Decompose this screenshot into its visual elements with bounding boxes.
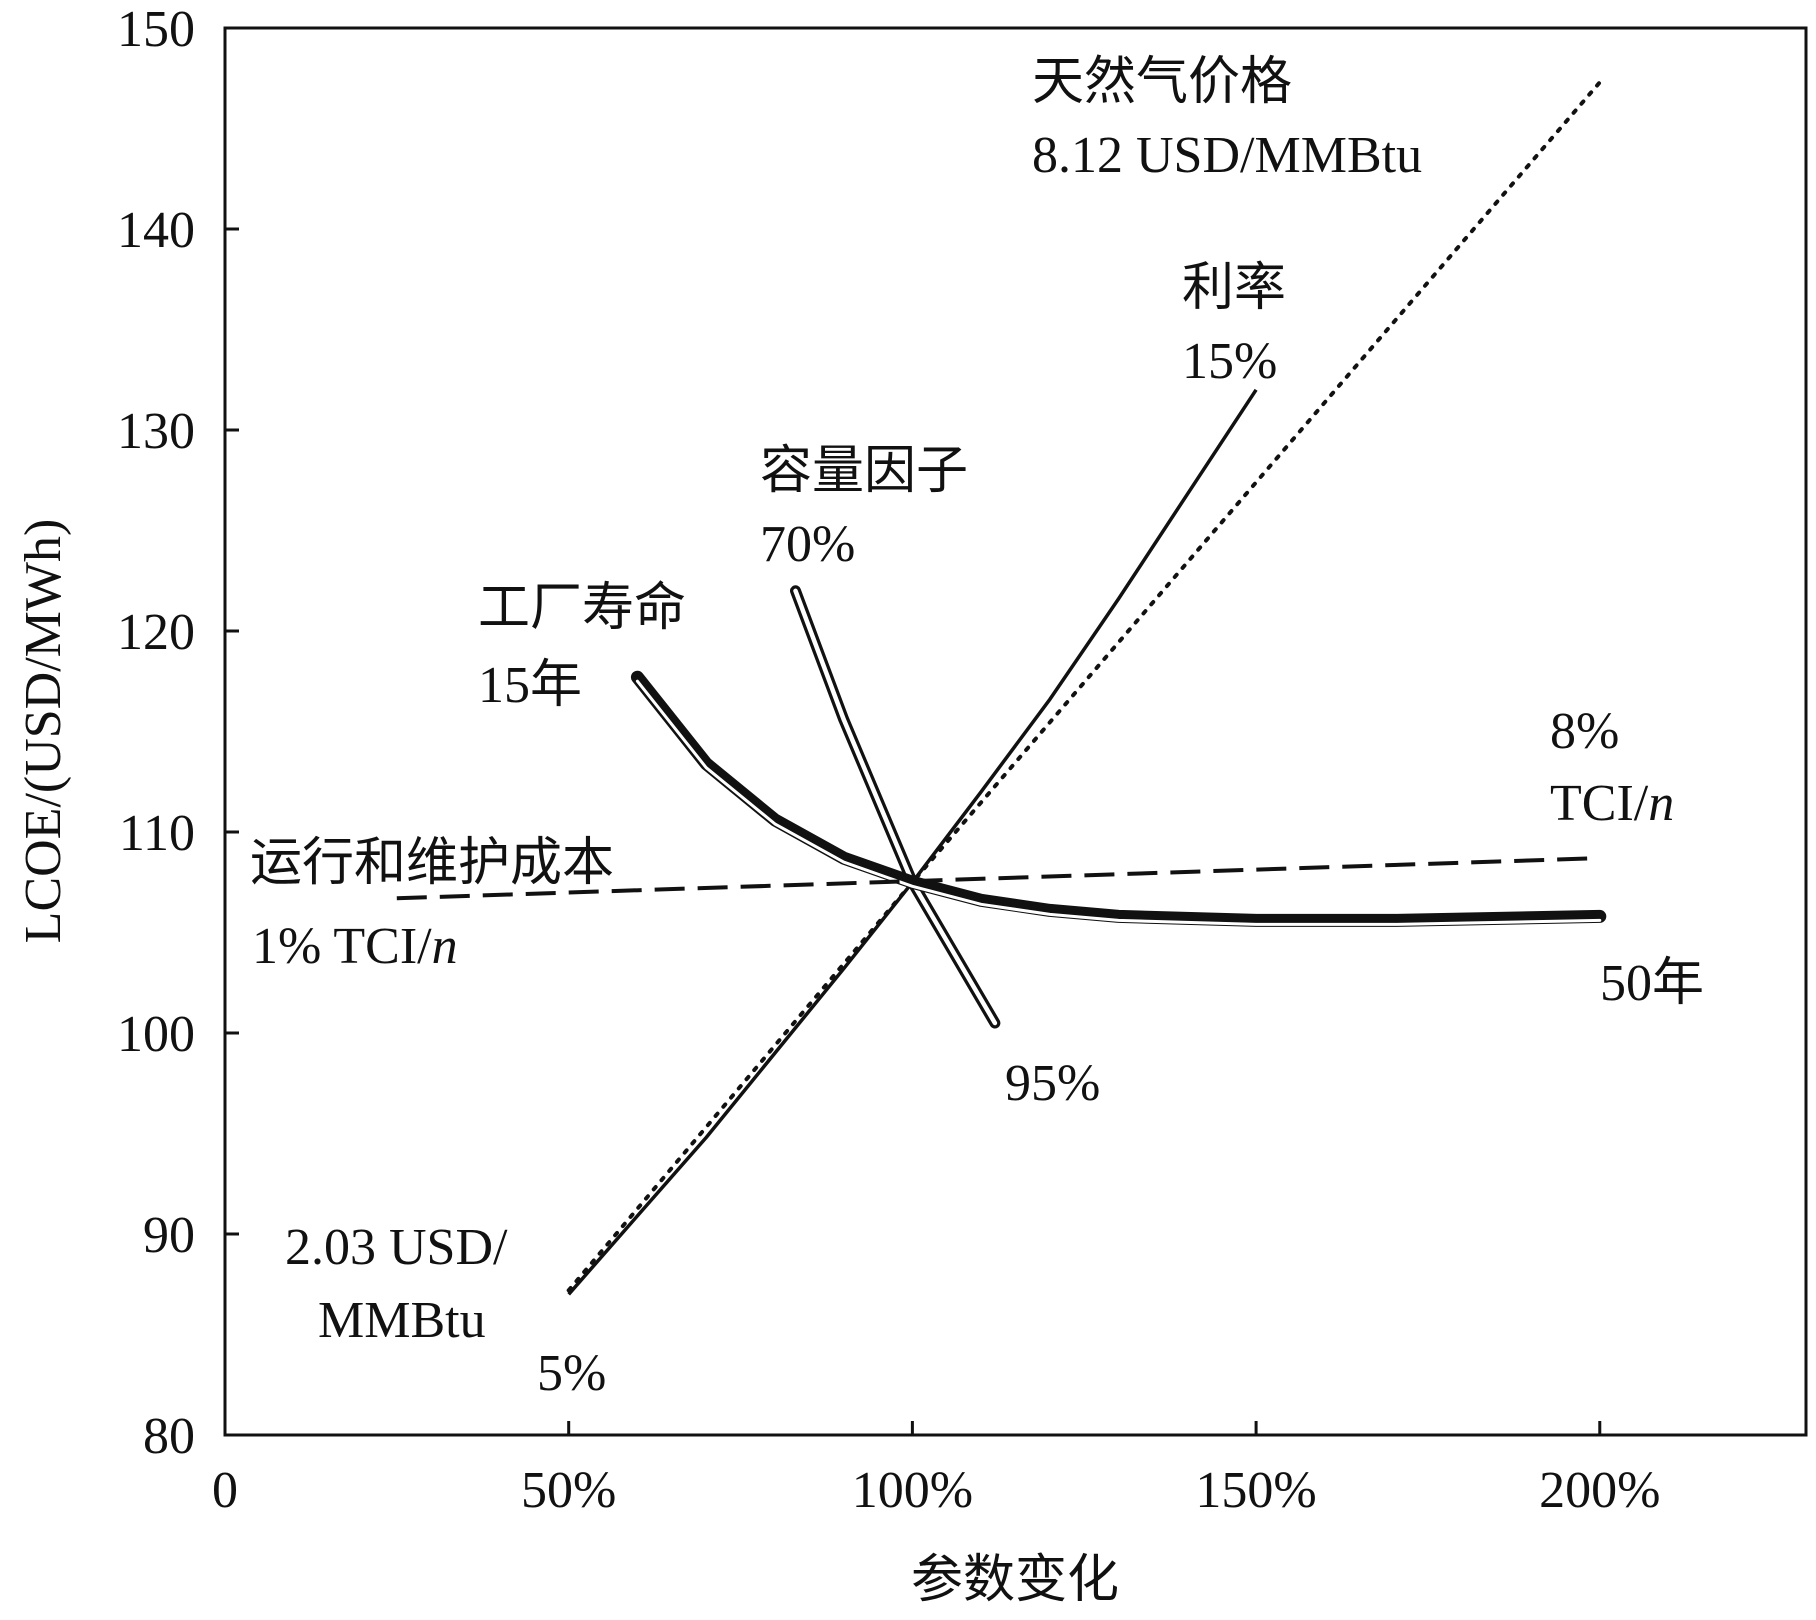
y-tick-label: 90: [143, 1207, 195, 1264]
series-line: [396, 856, 1600, 901]
annotation-om-high-tci-text: TCI/: [1550, 775, 1649, 832]
annotation-capacity-factor-low: 70%: [760, 516, 855, 573]
annotation-gas-price-low-1: 2.03 USD/: [285, 1219, 508, 1276]
y-tick-label: 110: [119, 805, 195, 862]
y-tick-label: 100: [117, 1006, 195, 1063]
x-axis-ticks: 0 50% 100% 150% 200%: [212, 1421, 1660, 1519]
series-capacity-factor: [790, 585, 1001, 1029]
annotation-om-high-n: n: [1648, 775, 1674, 832]
series-line: [567, 388, 1258, 1296]
y-tick-label: 150: [117, 1, 195, 58]
x-axis-title: 参数变化: [911, 1552, 1119, 1609]
series-line: [566, 80, 1602, 1293]
series-interest-rate: [567, 388, 1258, 1296]
annotation-gas-price-high: 8.12 USD/MMBtu: [1032, 127, 1422, 184]
x-tick-label: 150%: [1195, 1462, 1316, 1519]
annotation-om-high-tci: TCI/n: [1550, 775, 1674, 832]
series-line: [630, 670, 1607, 927]
y-tick-label: 80: [143, 1408, 195, 1465]
annotation-om-low-text: 1% TCI/: [252, 918, 432, 975]
annotation-interest-rate-title: 利率: [1182, 258, 1286, 318]
y-axis-title: LCOE/(USD/MWh): [15, 519, 72, 944]
series-layer: [396, 80, 1607, 1296]
annotation-gas-price-low-2: MMBtu: [318, 1292, 486, 1349]
annotation-om-low-n: n: [432, 918, 458, 975]
annotation-om-cost-title: 运行和维护成本: [250, 833, 614, 893]
y-tick-label: 130: [117, 403, 195, 460]
annotations: 天然气价格 8.12 USD/MMBtu 利率 15% 容量因子 70% 工厂寿…: [250, 52, 1704, 1402]
annotation-interest-rate-high: 15%: [1182, 333, 1277, 390]
annotation-om-high-pct: 8%: [1550, 703, 1619, 760]
series-line: [635, 679, 1602, 926]
annotation-capacity-factor-high: 95%: [1005, 1055, 1100, 1112]
annotation-plant-life-title: 工厂寿命: [478, 578, 686, 638]
annotation-capacity-factor-title: 容量因子: [760, 441, 968, 501]
y-tick-label: 120: [117, 604, 195, 661]
annotation-plant-life-high: 50年: [1600, 955, 1704, 1012]
series-line: [790, 585, 1001, 1029]
y-tick-label: 140: [117, 202, 195, 259]
series-om-cost: [396, 856, 1600, 901]
annotation-plant-life-low: 15年: [478, 657, 582, 714]
annotation-om-cost-low: 1% TCI/n: [252, 918, 458, 975]
series-gas-price: [566, 80, 1602, 1293]
x-tick-label: 100%: [852, 1462, 973, 1519]
x-tick-label: 200%: [1539, 1462, 1660, 1519]
annotation-interest-rate-low: 5%: [537, 1345, 606, 1402]
y-axis-ticks: 80 90 100 110 120 130 140 150: [117, 1, 239, 1465]
annotation-gas-price-title: 天然气价格: [1032, 52, 1292, 112]
x-tick-label: 0: [212, 1462, 238, 1519]
plot-frame: [223, 26, 1808, 1437]
series-line: [793, 588, 998, 1026]
series-plant-life: [630, 670, 1607, 927]
x-tick-label: 50%: [521, 1462, 616, 1519]
